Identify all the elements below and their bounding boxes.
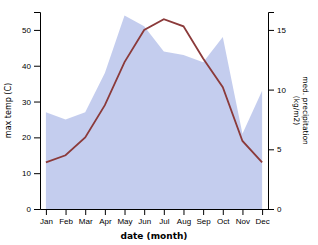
y2-tick-label: 15 bbox=[277, 26, 286, 35]
x-tick-label: Aug bbox=[177, 217, 191, 226]
plot: Jan Feb Mar Apr May Jun Jul Aug Sep Oct Nov Dec 0 10 2… bbox=[22, 13, 286, 226]
x-tick-mark bbox=[262, 209, 263, 215]
y2-tick-mark bbox=[268, 30, 274, 31]
line bbox=[46, 19, 262, 162]
x-tick-label: Jun bbox=[138, 217, 151, 226]
y2-axis-title-line: (kg/m2) bbox=[292, 96, 301, 126]
y2-tick: 5 bbox=[268, 145, 282, 154]
x-tick: Oct bbox=[217, 209, 230, 226]
y2-tick-mark bbox=[268, 209, 274, 210]
x-tick: Feb bbox=[59, 209, 73, 226]
x-tick: Jan bbox=[40, 209, 53, 226]
x-axis-title: date (month) bbox=[121, 231, 188, 241]
y-tick-label: 40 bbox=[22, 62, 31, 71]
y2-tick-label: 5 bbox=[277, 145, 282, 154]
y-tick: 50 bbox=[22, 26, 40, 35]
x-tick-label: Apr bbox=[99, 217, 112, 226]
y-tick: 40 bbox=[22, 62, 40, 71]
x-tick-mark bbox=[144, 209, 145, 215]
x-axis-line bbox=[41, 209, 269, 210]
x-tick-label: Dec bbox=[255, 217, 269, 226]
x-tick-label: Feb bbox=[59, 217, 73, 226]
y-tick: 10 bbox=[22, 169, 40, 178]
y-tick-label: 50 bbox=[22, 26, 31, 35]
x-tick: Nov bbox=[236, 209, 250, 226]
y-axis: 0 10 20 30 40 50 bbox=[22, 13, 40, 215]
y2-tick-label: 10 bbox=[277, 86, 286, 95]
y-axis-title: max temp (C) bbox=[4, 83, 13, 138]
y2-tick: 10 bbox=[268, 86, 286, 95]
y2-axis-title: med. precipitation(kg/m2) bbox=[292, 76, 310, 145]
y-tick-mark bbox=[34, 137, 40, 138]
x-tick-mark bbox=[183, 209, 184, 215]
x-tick-label: Mar bbox=[79, 217, 93, 226]
y-tick-label: 0 bbox=[27, 205, 32, 214]
x-tick-label: Jan bbox=[40, 217, 53, 226]
x-tick-label: Nov bbox=[236, 217, 250, 226]
y-tick-label: 30 bbox=[22, 98, 31, 107]
x-tick: Aug bbox=[177, 209, 191, 226]
x-tick-label: Jul bbox=[159, 217, 169, 226]
x-tick-label: Sep bbox=[197, 217, 212, 226]
x-tick-mark bbox=[66, 209, 67, 215]
x-tick-mark bbox=[125, 209, 126, 215]
x-tick: Jul bbox=[159, 209, 169, 226]
x-tick-mark bbox=[85, 209, 86, 215]
x-tick-mark bbox=[46, 209, 47, 215]
y2-tick-label: 0 bbox=[277, 205, 282, 214]
x-tick-mark bbox=[223, 209, 224, 215]
y2-tick-mark bbox=[268, 90, 274, 91]
chart: Jan Feb Mar Apr May Jun Jul Aug Sep Oct Nov Dec 0 10 2… bbox=[0, 0, 318, 245]
x-tick-label: Oct bbox=[217, 217, 230, 226]
y2-tick: 0 bbox=[268, 205, 282, 214]
y-tick-label: 10 bbox=[22, 169, 31, 178]
y2-tick: 15 bbox=[268, 26, 286, 35]
x-tick-mark bbox=[105, 209, 106, 215]
y2-axis-title-line: med. precipitation bbox=[301, 76, 310, 145]
x-tick: Jun bbox=[138, 209, 151, 226]
x-tick: Mar bbox=[79, 209, 93, 226]
x-tick-mark bbox=[203, 209, 204, 215]
y-tick: 30 bbox=[22, 98, 40, 107]
x-tick: Dec bbox=[255, 209, 269, 226]
y-tick-mark bbox=[34, 209, 40, 210]
y-axis-line bbox=[34, 13, 41, 210]
x-tick-mark bbox=[242, 209, 243, 215]
y-tick-mark bbox=[34, 30, 40, 31]
x-tick: May bbox=[117, 209, 132, 226]
area bbox=[46, 16, 262, 209]
y2-axis-line bbox=[269, 13, 275, 210]
x-axis: Jan Feb Mar Apr May Jun Jul Aug Sep Oct Nov Dec bbox=[40, 209, 270, 226]
y2-tick-mark bbox=[268, 149, 274, 150]
y-tick-label: 20 bbox=[22, 133, 31, 142]
marks bbox=[46, 16, 262, 209]
x-tick: Sep bbox=[197, 209, 212, 226]
x-tick: Apr bbox=[99, 209, 112, 226]
y-tick: 0 bbox=[27, 205, 40, 214]
x-tick-mark bbox=[164, 209, 165, 215]
y-tick: 20 bbox=[22, 133, 40, 142]
y2-axis: 0 5 10 15 bbox=[268, 13, 286, 215]
y-tick-mark bbox=[34, 102, 40, 103]
y-tick-mark bbox=[34, 173, 40, 174]
y-tick-mark bbox=[34, 66, 40, 67]
x-tick-label: May bbox=[117, 217, 132, 226]
